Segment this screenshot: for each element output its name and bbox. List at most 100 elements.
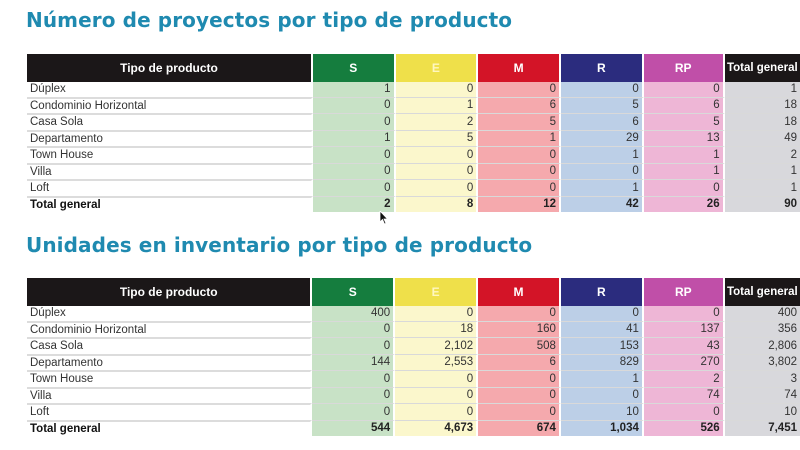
cell-s[interactable]: 400: [312, 306, 396, 321]
cell-m[interactable]: 6: [478, 353, 561, 370]
header-rp[interactable]: RP: [643, 278, 725, 306]
header-rp[interactable]: RP: [643, 54, 725, 82]
header-r[interactable]: R: [560, 54, 644, 82]
header-e[interactable]: E: [395, 54, 479, 82]
cell-total[interactable]: 400: [724, 306, 800, 321]
cell-r[interactable]: 10: [560, 403, 644, 420]
row-label[interactable]: Casa Sola: [27, 113, 313, 130]
cell-rp[interactable]: 1: [643, 146, 725, 163]
row-label[interactable]: Loft: [27, 403, 313, 420]
row-label[interactable]: Loft: [27, 179, 313, 196]
cell-rp[interactable]: 5: [643, 113, 725, 130]
cell-total[interactable]: 2: [724, 146, 800, 163]
cell-e[interactable]: 5: [395, 129, 479, 146]
cell-r[interactable]: 29: [560, 129, 644, 146]
cell-e[interactable]: 1: [395, 96, 479, 113]
cell-s[interactable]: 0: [312, 320, 396, 337]
cell-total[interactable]: 356: [724, 320, 800, 337]
total-cell-rp[interactable]: 526: [643, 419, 725, 436]
cell-r[interactable]: 0: [560, 82, 644, 97]
grand-total-cell[interactable]: 90: [724, 195, 800, 212]
cell-rp[interactable]: 74: [643, 386, 725, 403]
cell-m[interactable]: 0: [478, 179, 561, 196]
cell-s[interactable]: 0: [312, 146, 396, 163]
cell-rp[interactable]: 1: [643, 162, 725, 179]
row-label[interactable]: Town House: [27, 146, 313, 163]
cell-e[interactable]: 0: [395, 146, 479, 163]
cell-total[interactable]: 49: [724, 129, 800, 146]
cell-rp[interactable]: 43: [643, 337, 725, 354]
cell-s[interactable]: 0: [312, 179, 396, 196]
cell-total[interactable]: 3,802: [724, 353, 800, 370]
row-label[interactable]: Town House: [27, 370, 313, 387]
cell-m[interactable]: 0: [478, 403, 561, 420]
total-cell-s[interactable]: 544: [312, 419, 396, 436]
cell-m[interactable]: 0: [478, 146, 561, 163]
cell-e[interactable]: 2: [395, 113, 479, 130]
cell-total[interactable]: 10: [724, 403, 800, 420]
cell-r[interactable]: 0: [560, 162, 644, 179]
cell-s[interactable]: 0: [312, 162, 396, 179]
total-cell-m[interactable]: 12: [478, 195, 561, 212]
cell-m[interactable]: 0: [478, 306, 561, 321]
total-cell-r[interactable]: 42: [560, 195, 644, 212]
total-cell-r[interactable]: 1,034: [560, 419, 644, 436]
cell-s[interactable]: 0: [312, 337, 396, 354]
cell-r[interactable]: 829: [560, 353, 644, 370]
row-label[interactable]: Condominio Horizontal: [27, 320, 313, 337]
row-label[interactable]: Dúplex: [27, 306, 313, 321]
cell-rp[interactable]: 6: [643, 96, 725, 113]
cell-rp[interactable]: 13: [643, 129, 725, 146]
row-label[interactable]: Departamento: [27, 353, 313, 370]
cell-s[interactable]: 1: [312, 129, 396, 146]
header-tipo-producto[interactable]: Tipo de producto: [27, 54, 313, 82]
cell-s[interactable]: 144: [312, 353, 396, 370]
cell-total[interactable]: 2,806: [724, 337, 800, 354]
cell-e[interactable]: 0: [395, 179, 479, 196]
total-cell-rp[interactable]: 26: [643, 195, 725, 212]
cell-e[interactable]: 0: [395, 403, 479, 420]
cell-r[interactable]: 6: [560, 113, 644, 130]
cell-m[interactable]: 508: [478, 337, 561, 354]
cell-rp[interactable]: 0: [643, 403, 725, 420]
row-label[interactable]: Casa Sola: [27, 337, 313, 354]
cell-r[interactable]: 0: [560, 306, 644, 321]
total-row-label[interactable]: Total general: [27, 195, 313, 212]
cell-rp[interactable]: 0: [643, 306, 725, 321]
cell-s[interactable]: 0: [312, 403, 396, 420]
cell-e[interactable]: 0: [395, 82, 479, 97]
cell-r[interactable]: 153: [560, 337, 644, 354]
cell-m[interactable]: 6: [478, 96, 561, 113]
cell-total[interactable]: 1: [724, 82, 800, 97]
cell-total[interactable]: 74: [724, 386, 800, 403]
cell-s[interactable]: 0: [312, 370, 396, 387]
header-r[interactable]: R: [560, 278, 644, 306]
cell-m[interactable]: 5: [478, 113, 561, 130]
header-total-general[interactable]: Total general: [724, 278, 800, 306]
cell-total[interactable]: 3: [724, 370, 800, 387]
cell-total[interactable]: 1: [724, 162, 800, 179]
cell-e[interactable]: 0: [395, 306, 479, 321]
cell-m[interactable]: 0: [478, 370, 561, 387]
cell-rp[interactable]: 2: [643, 370, 725, 387]
cell-e[interactable]: 2,553: [395, 353, 479, 370]
header-s[interactable]: S: [312, 278, 396, 306]
total-cell-s[interactable]: 2: [312, 195, 396, 212]
cell-total[interactable]: 18: [724, 96, 800, 113]
cell-e[interactable]: 2,102: [395, 337, 479, 354]
cell-r[interactable]: 1: [560, 370, 644, 387]
cell-r[interactable]: 41: [560, 320, 644, 337]
header-total-general[interactable]: Total general: [724, 54, 800, 82]
cell-r[interactable]: 0: [560, 386, 644, 403]
row-label[interactable]: Villa: [27, 162, 313, 179]
cell-s[interactable]: 0: [312, 96, 396, 113]
row-label[interactable]: Villa: [27, 386, 313, 403]
cell-rp[interactable]: 270: [643, 353, 725, 370]
total-cell-e[interactable]: 4,673: [395, 419, 479, 436]
header-tipo-producto[interactable]: Tipo de producto: [27, 278, 313, 306]
cell-s[interactable]: 1: [312, 82, 396, 97]
cell-m[interactable]: 0: [478, 82, 561, 97]
cell-e[interactable]: 0: [395, 370, 479, 387]
cell-rp[interactable]: 137: [643, 320, 725, 337]
header-m[interactable]: M: [478, 278, 561, 306]
